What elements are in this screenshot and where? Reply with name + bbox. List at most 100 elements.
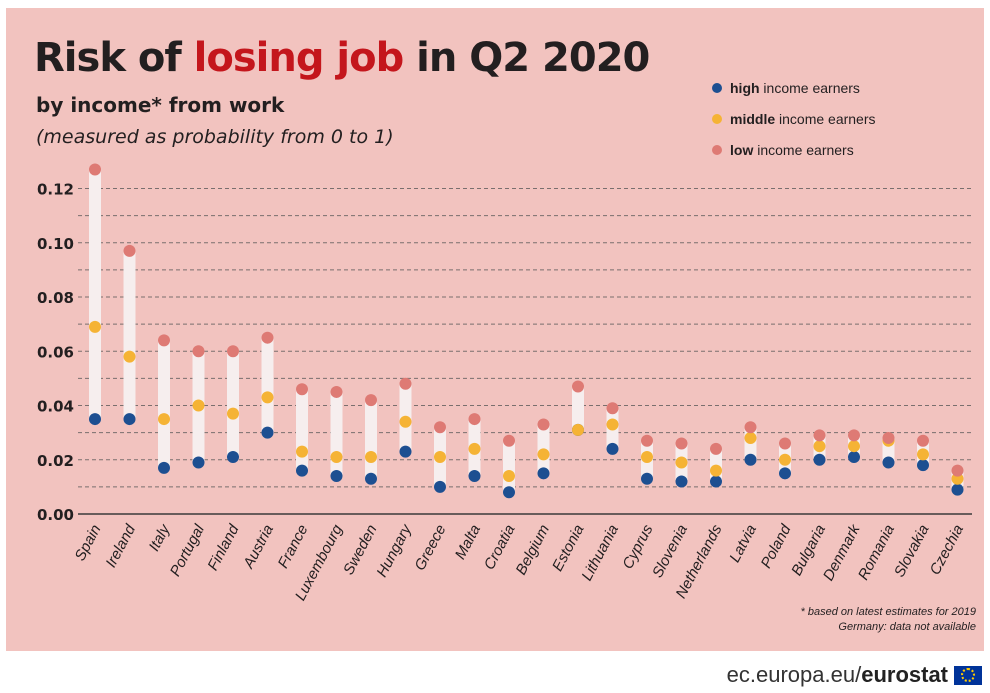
legend-item-high: high income earners [712, 78, 876, 98]
point-middle [399, 415, 412, 428]
point-low [917, 434, 929, 447]
footnote-line-1: * based on latest estimates for 2019 [800, 606, 977, 618]
range-bar [158, 340, 170, 468]
point-low [675, 437, 688, 450]
range-bar [296, 389, 308, 471]
point-low [848, 429, 860, 442]
x-tick-label: Finland [204, 521, 242, 573]
point-low [123, 244, 136, 257]
point-low [296, 383, 308, 396]
point-high [641, 472, 653, 485]
legend-item-middle: middle income earners [712, 109, 876, 129]
point-low [468, 413, 481, 426]
point-low [779, 437, 791, 450]
x-tick-label: Austria [240, 522, 277, 572]
point-low [606, 402, 619, 415]
point-middle [261, 391, 274, 404]
legend-label-middle-rest: income earners [775, 111, 876, 127]
y-tick-label: 0.02 [37, 452, 74, 470]
source-prefix: ec.europa.eu/ [726, 662, 862, 687]
point-low [641, 434, 653, 447]
point-middle [675, 456, 688, 469]
range-bar [503, 440, 515, 493]
point-high [606, 442, 619, 455]
title-highlight: losing job [193, 35, 405, 81]
legend-dot-middle [712, 114, 722, 124]
footnote-line-2: Germany: data not available [838, 621, 976, 633]
eu-flag-icon [954, 666, 982, 685]
legend: high income earners middle income earner… [712, 78, 876, 171]
point-middle [779, 453, 791, 466]
x-tick-label: Malta [452, 522, 484, 562]
point-high [917, 459, 929, 472]
y-tick-label: 0.00 [37, 506, 74, 524]
point-low [813, 429, 826, 442]
point-high [296, 464, 308, 477]
point-high [848, 451, 860, 464]
point-middle [158, 413, 170, 426]
point-middle [572, 423, 584, 436]
point-middle [296, 445, 308, 458]
point-middle [330, 451, 343, 464]
point-middle [710, 464, 722, 477]
legend-item-low: low income earners [712, 140, 876, 160]
point-low [227, 345, 239, 358]
point-high [710, 475, 722, 488]
y-tick-label: 0.04 [37, 398, 74, 416]
x-tick-label: Estonia [549, 522, 588, 574]
chart-subtitle-note: (measured as probability from 0 to 1) [36, 126, 394, 148]
title-part-1: Risk of [34, 35, 194, 81]
y-tick-label: 0.08 [37, 289, 74, 307]
range-bar [89, 169, 101, 420]
x-tick-label: Spain [72, 522, 105, 564]
point-high [744, 453, 757, 466]
x-tick-label: France [275, 522, 312, 571]
point-high [261, 426, 274, 439]
range-bar [261, 337, 274, 433]
point-high [158, 461, 170, 474]
legend-label-high-bold: high [730, 80, 760, 96]
point-low [399, 377, 412, 390]
point-middle [468, 442, 481, 455]
point-high [89, 413, 101, 426]
chart-subtitle: by income* from work [36, 93, 285, 117]
footnote: * based on latest estimates for 2019 Ger… [801, 605, 977, 635]
point-middle [89, 320, 101, 333]
point-high [434, 480, 446, 493]
point-high [399, 445, 412, 458]
x-tick-label: Croatia [481, 522, 519, 573]
y-tick-label: 0.06 [37, 343, 74, 361]
title-part-2: in Q2 2020 [403, 35, 650, 81]
point-low [330, 385, 343, 398]
y-tick-label: 0.10 [37, 235, 74, 253]
point-low [192, 345, 205, 358]
range-bar [123, 250, 136, 420]
point-middle [813, 440, 826, 453]
point-high [468, 470, 481, 483]
point-low [365, 394, 377, 407]
point-middle [365, 451, 377, 464]
point-middle [848, 440, 860, 453]
point-low [572, 380, 584, 393]
point-high [537, 467, 550, 480]
point-low [882, 432, 895, 445]
legend-dot-low [712, 145, 722, 155]
legend-dot-high [712, 83, 722, 93]
range-bar [365, 400, 377, 479]
legend-label-middle-bold: middle [730, 111, 776, 127]
point-high [675, 475, 688, 488]
point-low [951, 464, 964, 477]
point-high [227, 451, 239, 464]
point-middle [192, 399, 205, 412]
point-middle [641, 451, 653, 464]
point-low [434, 421, 446, 434]
point-low [158, 334, 170, 347]
point-middle [123, 350, 136, 363]
chart-title: Risk of losing job in Q2 2020 [34, 34, 650, 82]
point-high [330, 470, 343, 483]
point-low [537, 418, 550, 431]
point-high [779, 467, 791, 480]
legend-label-low-rest: income earners [753, 142, 854, 158]
x-tick-label: Latvia [726, 522, 760, 565]
range-bar [330, 391, 343, 477]
